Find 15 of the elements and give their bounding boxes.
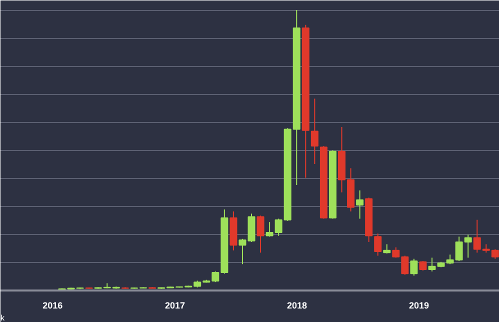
candlestick	[410, 258, 418, 276]
candlestick	[238, 238, 246, 265]
candlestick	[428, 257, 436, 272]
x-tick-label: 2019	[408, 300, 429, 310]
x-tick-label: 2016	[42, 300, 63, 310]
candlestick	[419, 260, 427, 272]
candlestick	[383, 244, 391, 254]
candlestick	[356, 190, 364, 220]
candlestick	[256, 215, 264, 254]
x-tick-label: 2018	[286, 300, 307, 310]
candlestick	[401, 255, 409, 276]
text: k	[0, 314, 6, 322]
x-tick-label: 2017	[164, 300, 185, 310]
candlestick	[310, 98, 318, 165]
candlestick	[374, 233, 382, 256]
